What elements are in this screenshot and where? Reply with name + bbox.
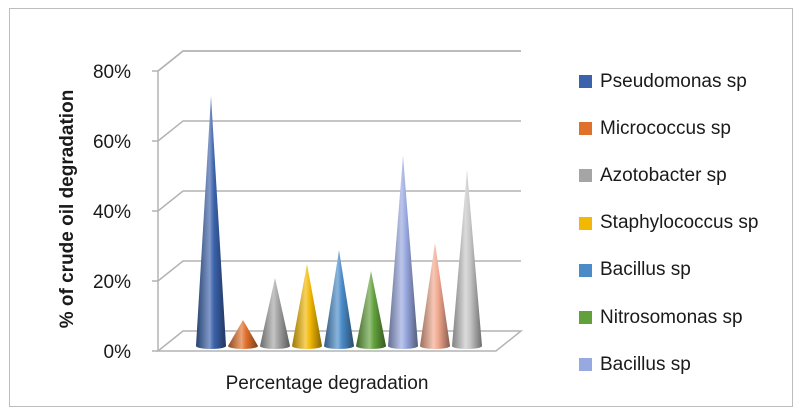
legend-label: Pseudomonas sp — [600, 70, 747, 92]
chart-floor — [155, 330, 524, 352]
chart-legend: Pseudomonas sp Micrococcus sp Azotobacter … — [579, 58, 758, 388]
legend-swatch — [579, 311, 592, 325]
cone-bar — [356, 271, 386, 349]
y-tick-label: 80% — [93, 62, 131, 83]
cone-bar — [452, 169, 482, 349]
cone-bar — [292, 264, 322, 349]
legend-swatch — [579, 263, 592, 277]
y-tick-label: 60% — [93, 132, 131, 153]
y-tick-label: 40% — [93, 202, 131, 223]
legend-swatch — [579, 122, 592, 136]
y-tick-label: 0% — [104, 342, 132, 363]
gridline — [157, 50, 521, 72]
y-axis-title: % of crude oil degradation — [57, 90, 78, 329]
legend-label: Bacillus sp — [600, 353, 691, 375]
y-tick-label: 20% — [93, 272, 131, 293]
legend-swatch — [579, 358, 592, 372]
legend-swatch — [579, 169, 592, 183]
x-axis-title: Percentage degradation — [226, 373, 429, 394]
legend-label: Azotobacter sp — [600, 164, 727, 186]
legend-item: Bacillus sp — [579, 247, 758, 294]
legend-item: Azotobacter sp — [579, 152, 758, 199]
cone-bar — [388, 155, 418, 349]
cone-bar — [196, 96, 226, 349]
legend-label: Bacillus sp — [600, 259, 691, 281]
cone-bar — [420, 243, 450, 349]
cone-bar — [260, 278, 290, 349]
legend-item: Micrococcus sp — [579, 105, 758, 152]
legend-item: Nitrosomonas sp — [579, 294, 758, 341]
gridline — [157, 120, 521, 142]
top-wall-edge — [157, 50, 521, 72]
gridline — [157, 190, 521, 212]
legend-item: Bacillus sp — [579, 341, 758, 388]
legend-item: Staphylococcus sp — [579, 200, 758, 247]
legend-label: Nitrosomonas sp — [600, 306, 743, 328]
legend-item: Pseudomonas sp — [579, 58, 758, 105]
legend-label: Staphylococcus sp — [600, 212, 759, 234]
legend-swatch — [579, 75, 592, 89]
legend-swatch — [579, 216, 592, 230]
legend-label: Micrococcus sp — [600, 117, 731, 139]
cone-bar — [228, 320, 258, 349]
cone-bar — [324, 250, 354, 349]
